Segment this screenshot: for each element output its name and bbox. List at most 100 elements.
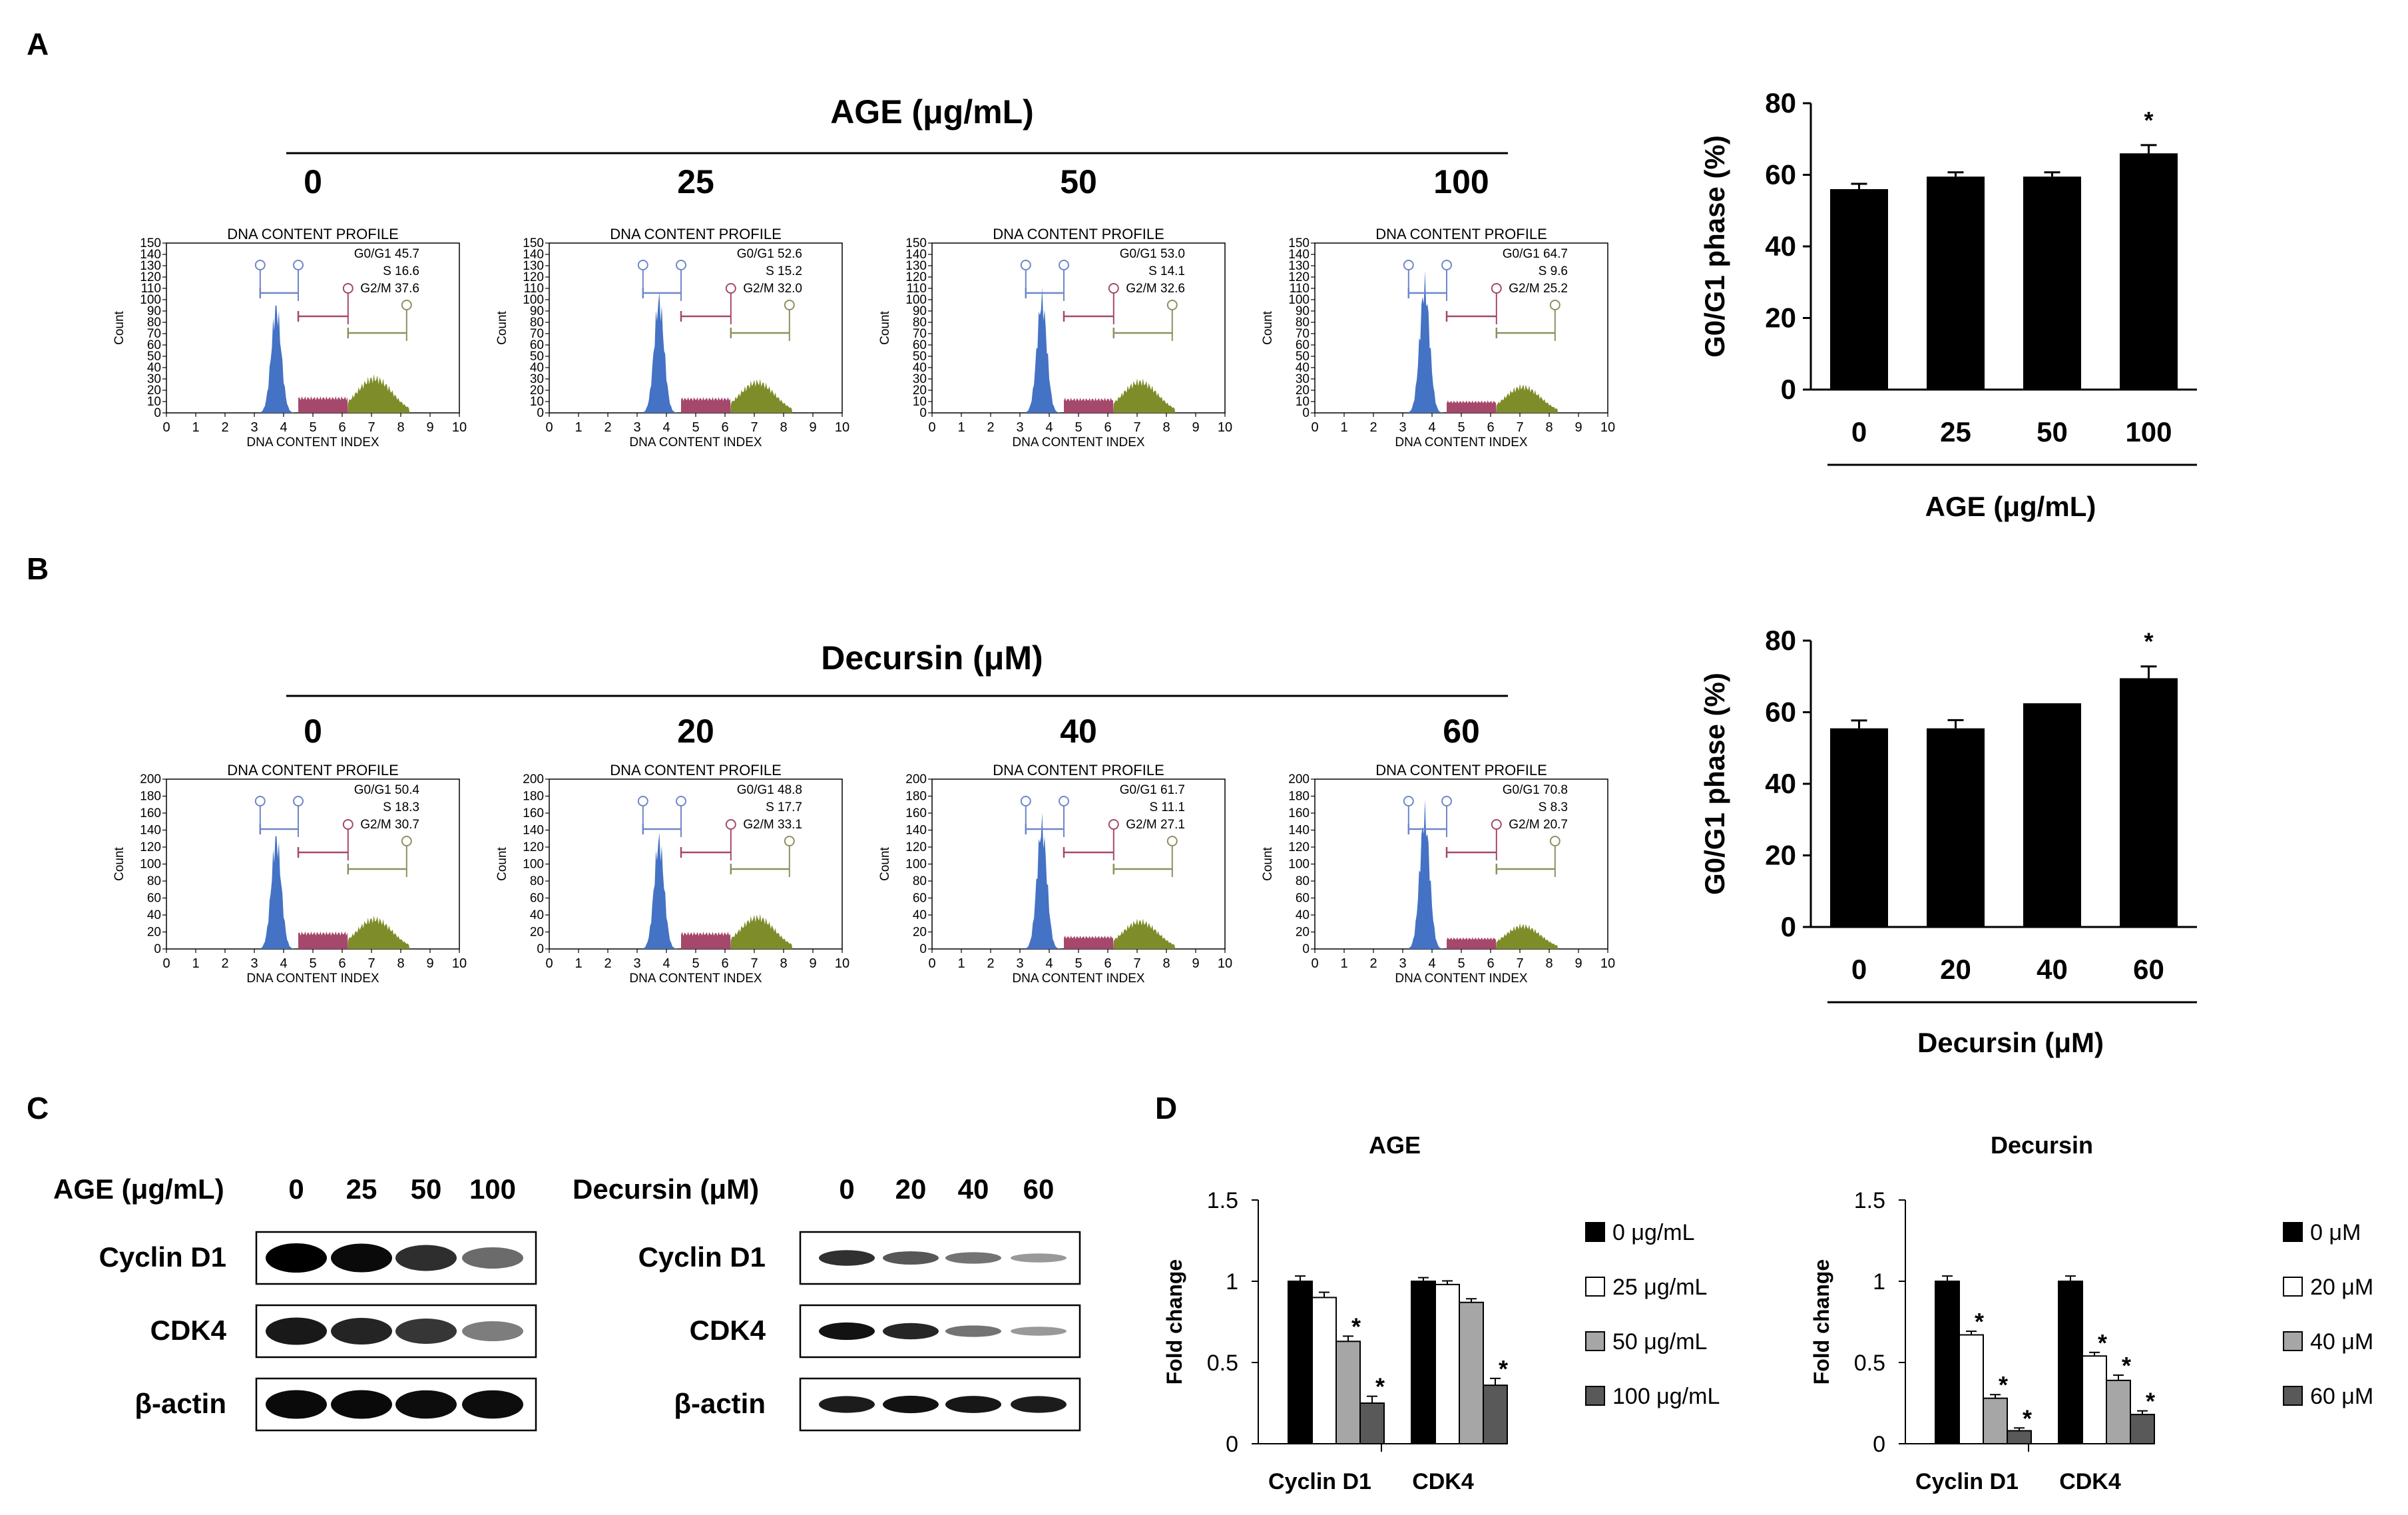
flow-b-y-tick-label: 120 (1288, 840, 1310, 854)
flow-b-y-tick-label: 180 (140, 790, 161, 804)
western-dec-band (945, 1252, 1001, 1264)
bar-cdk4 (2106, 1379, 2131, 1445)
western-dec-band (945, 1396, 1001, 1413)
y-tick-label: 40 (1765, 230, 1796, 262)
flow-a-x-tick-label: 2 (604, 420, 611, 435)
flow-a-g0g1-peak (1025, 287, 1064, 413)
western-age-conc: 100 (469, 1173, 516, 1205)
flow-a-y-tick-label: 60 (913, 338, 927, 352)
legend-swatch (2283, 1331, 2303, 1351)
flow-b-y-tick-label: 160 (1288, 806, 1310, 820)
flow-a-y-tick-label: 70 (147, 327, 161, 341)
flow-b-x-tick-label: 6 (721, 956, 728, 971)
flow-a-y-tick-label: 20 (147, 384, 161, 398)
flow-b-stat-s: S 17.7 (766, 800, 802, 814)
flow-b-x-tick-label: 10 (835, 956, 849, 971)
flow-b-gate-g0g1-marker-left (1403, 796, 1414, 806)
western-age-conc: 0 (288, 1173, 304, 1205)
flow-b-stat-g0g1: G0/G1 48.8 (737, 783, 802, 797)
flow-b-stat-g0g1: G0/G1 61.7 (1120, 783, 1185, 797)
bar-100 (2120, 153, 2178, 390)
flow-b-x-tick-label: 1 (1340, 956, 1347, 971)
western-age-band (266, 1317, 327, 1345)
flow-b-x-tick-label: 1 (957, 956, 965, 971)
flow-a-x-tick-label: 3 (250, 420, 258, 435)
flow-a-y-tick-label: 90 (147, 304, 161, 318)
y-tick-label: 60 (1765, 159, 1796, 190)
flow-a-y-tick-label: 120 (1288, 270, 1310, 284)
flow-a-y-tick-label: 0 (154, 406, 161, 420)
flow-a-stat-s: S 14.1 (1148, 264, 1185, 278)
panel-letter-d: D (1155, 1091, 1177, 1125)
bar-chart-age-g0g1: 0 20 40 60 80 G0/G1 phase (%) 0 25 50 * 100 AGE (μg… (1699, 87, 2197, 522)
significance-star: * (2144, 628, 2153, 655)
bar-cdk4 (1459, 1301, 1484, 1444)
flow-a-x-tick-label: 10 (452, 420, 467, 435)
flow-a-y-label: Count (1261, 310, 1275, 344)
x-axis-label: Decursin (μM) (1917, 1027, 2104, 1058)
western-dec-band (883, 1251, 939, 1265)
flow-b-y-tick-label: 40 (147, 908, 161, 922)
bar-cyclin-d1 (1312, 1297, 1337, 1445)
western-dec-row-label: β-actin (674, 1388, 766, 1419)
flow-b-x-tick-label: 8 (397, 956, 404, 971)
flow-b-y-tick-label: 120 (140, 840, 161, 854)
flow-b-g2m-peak (1496, 923, 1559, 949)
western-age-band (462, 1321, 523, 1341)
western-dec-band (819, 1250, 875, 1266)
western-age-label: AGE (μg/mL) (53, 1173, 224, 1205)
western-dec-band (883, 1323, 939, 1340)
flow-a-gate-g0g1-marker (676, 260, 686, 270)
flow-a-y-tick-label: 50 (913, 350, 927, 364)
flow-a-x-tick-label: 4 (1045, 420, 1053, 435)
western-dec-conc: 40 (958, 1173, 989, 1205)
flow-a-y-tick-label: 150 (523, 236, 544, 250)
flow-b-x-tick-label: 5 (309, 956, 316, 971)
flow-b-g0g1-peak (260, 836, 298, 949)
flow-a-g2m-peak (1113, 378, 1176, 413)
flow-a-x-tick-label: 5 (692, 420, 699, 435)
y-tick-label: 1.5 (1207, 1188, 1238, 1213)
bar-cyclin-d1 (1983, 1397, 2008, 1444)
flow-b-x-tick-label: 7 (1516, 956, 1523, 971)
western-dec-band (1011, 1396, 1067, 1413)
flow-b-profile-title: DNA CONTENT PROFILE (1375, 762, 1547, 778)
flow-a-s-phase (1064, 398, 1114, 413)
flow-b-x-tick-label: 0 (928, 956, 935, 971)
y-tick-label: 1.5 (1854, 1188, 1885, 1213)
flow-a-x-tick-label: 4 (1428, 420, 1435, 435)
flow-a-y-tick-label: 30 (147, 372, 161, 386)
flow-b-y-tick-label: 140 (140, 824, 161, 838)
flow-a-gate-s-marker (342, 283, 354, 294)
flow-b-x-tick-label: 4 (662, 956, 670, 971)
flow-a-y-tick-label: 150 (1288, 236, 1310, 250)
bar-cyclin-d1 (1959, 1334, 1984, 1445)
legend-label: 40 μM (2310, 1329, 2373, 1355)
bar-cdk4 (1411, 1281, 1436, 1444)
flow-b-x-tick-label: 9 (1574, 956, 1582, 971)
flow-a-y-tick-label: 120 (523, 270, 544, 284)
significance-star: * (2023, 1404, 2032, 1432)
flow-a-y-tick-label: 90 (913, 304, 927, 318)
y-tick-label: 0.5 (1207, 1351, 1238, 1376)
flow-a-y-tick-label: 120 (140, 270, 161, 284)
flow-a-gate-g0g1-marker-left (1020, 260, 1031, 270)
x-axis-label: AGE (μg/mL) (1925, 491, 2096, 522)
flow-a-y-tick-label: 110 (1290, 282, 1310, 296)
y-tick-label: 0 (1781, 374, 1796, 405)
flow-b-gate-g2m-marker (1549, 836, 1561, 846)
flow-a-y-tick-label: 140 (140, 248, 161, 262)
legend-label: 20 μM (2310, 1275, 2373, 1300)
flow-a-g2m-peak (1496, 384, 1559, 413)
flow-b-y-tick-label: 80 (147, 874, 161, 888)
flow-b-g2m-peak (1113, 918, 1176, 949)
bar-25 (1927, 176, 1985, 390)
flow-b-conc-label: 60 (1443, 713, 1480, 750)
flow-b-x-tick-label: 10 (452, 956, 467, 971)
flow-b-x-tick-label: 6 (1487, 956, 1494, 971)
legend-swatch (2283, 1386, 2303, 1406)
flow-a-gate-g0g1-marker-left (254, 260, 266, 270)
flow-a-x-tick-label: 8 (1545, 420, 1553, 435)
western-age-conc: 25 (346, 1173, 377, 1205)
flow-b-conc-label: 40 (1060, 713, 1097, 750)
